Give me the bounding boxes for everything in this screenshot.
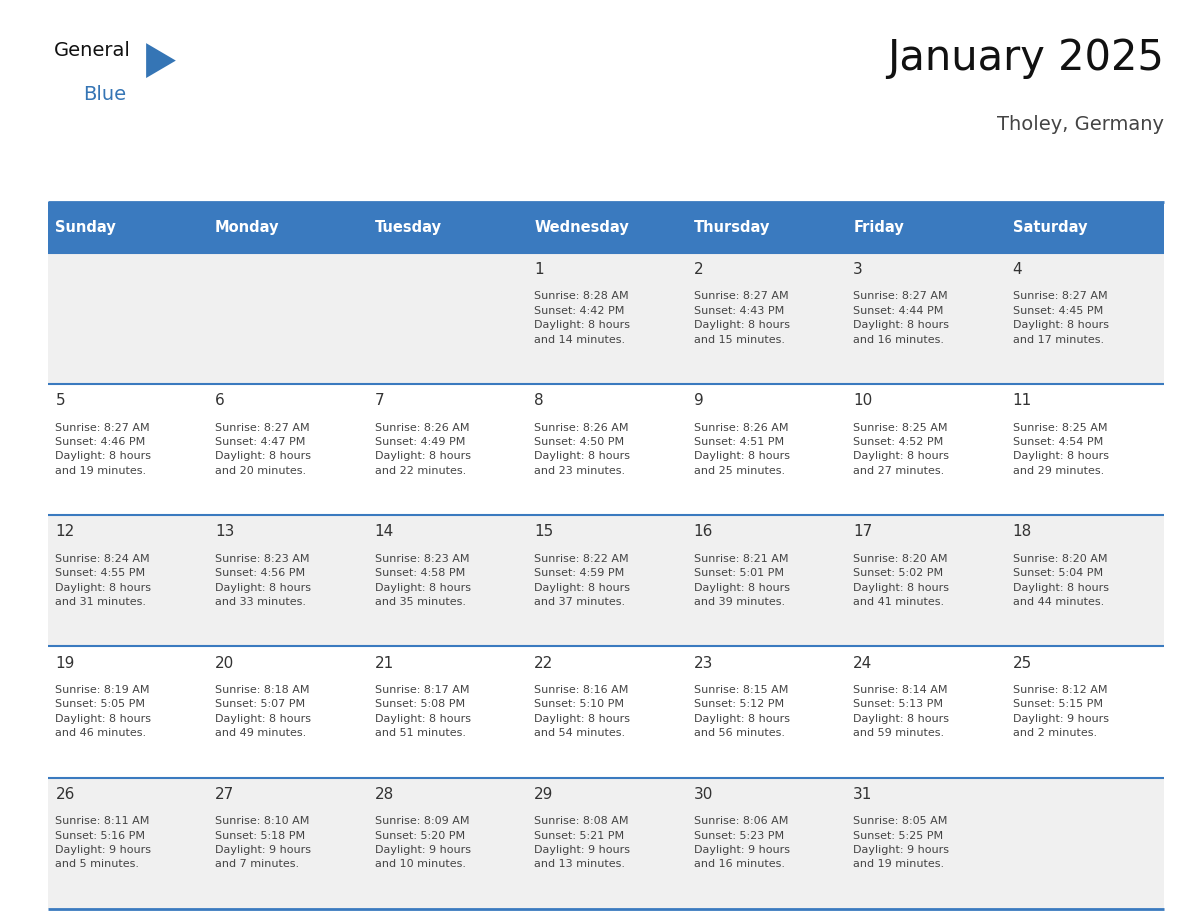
- Text: Sunrise: 8:10 AM
Sunset: 5:18 PM
Daylight: 9 hours
and 7 minutes.: Sunrise: 8:10 AM Sunset: 5:18 PM Dayligh…: [215, 816, 311, 869]
- Text: 18: 18: [1012, 524, 1032, 540]
- Text: 24: 24: [853, 655, 872, 671]
- Text: Sunrise: 8:28 AM
Sunset: 4:42 PM
Daylight: 8 hours
and 14 minutes.: Sunrise: 8:28 AM Sunset: 4:42 PM Dayligh…: [535, 291, 630, 344]
- Text: 10: 10: [853, 393, 872, 409]
- Text: Sunrise: 8:22 AM
Sunset: 4:59 PM
Daylight: 8 hours
and 37 minutes.: Sunrise: 8:22 AM Sunset: 4:59 PM Dayligh…: [535, 554, 630, 607]
- Text: Monday: Monday: [215, 220, 279, 235]
- Bar: [48, 384, 1164, 515]
- Text: 16: 16: [694, 524, 713, 540]
- Text: 25: 25: [1012, 655, 1032, 671]
- Bar: [48, 515, 1164, 646]
- Text: Sunrise: 8:11 AM
Sunset: 5:16 PM
Daylight: 9 hours
and 5 minutes.: Sunrise: 8:11 AM Sunset: 5:16 PM Dayligh…: [56, 816, 152, 869]
- Text: Sunday: Sunday: [56, 220, 116, 235]
- Text: 17: 17: [853, 524, 872, 540]
- Text: Sunrise: 8:26 AM
Sunset: 4:49 PM
Daylight: 8 hours
and 22 minutes.: Sunrise: 8:26 AM Sunset: 4:49 PM Dayligh…: [374, 422, 470, 476]
- Text: 13: 13: [215, 524, 234, 540]
- Text: Sunrise: 8:19 AM
Sunset: 5:05 PM
Daylight: 8 hours
and 46 minutes.: Sunrise: 8:19 AM Sunset: 5:05 PM Dayligh…: [56, 685, 152, 738]
- Text: Sunrise: 8:26 AM
Sunset: 4:50 PM
Daylight: 8 hours
and 23 minutes.: Sunrise: 8:26 AM Sunset: 4:50 PM Dayligh…: [535, 422, 630, 476]
- Text: 21: 21: [374, 655, 393, 671]
- Text: 23: 23: [694, 655, 713, 671]
- Text: Sunrise: 8:12 AM
Sunset: 5:15 PM
Daylight: 9 hours
and 2 minutes.: Sunrise: 8:12 AM Sunset: 5:15 PM Dayligh…: [1012, 685, 1108, 738]
- Text: 11: 11: [1012, 393, 1032, 409]
- Text: Sunrise: 8:20 AM
Sunset: 5:02 PM
Daylight: 8 hours
and 41 minutes.: Sunrise: 8:20 AM Sunset: 5:02 PM Dayligh…: [853, 554, 949, 607]
- Text: Sunrise: 8:25 AM
Sunset: 4:52 PM
Daylight: 8 hours
and 27 minutes.: Sunrise: 8:25 AM Sunset: 4:52 PM Dayligh…: [853, 422, 949, 476]
- Text: Friday: Friday: [853, 220, 904, 235]
- Text: 1: 1: [535, 262, 544, 277]
- Text: Sunrise: 8:27 AM
Sunset: 4:44 PM
Daylight: 8 hours
and 16 minutes.: Sunrise: 8:27 AM Sunset: 4:44 PM Dayligh…: [853, 291, 949, 344]
- Text: Sunrise: 8:08 AM
Sunset: 5:21 PM
Daylight: 9 hours
and 13 minutes.: Sunrise: 8:08 AM Sunset: 5:21 PM Dayligh…: [535, 816, 630, 869]
- Bar: [48, 202, 207, 252]
- Text: 27: 27: [215, 787, 234, 801]
- Text: Sunrise: 8:16 AM
Sunset: 5:10 PM
Daylight: 8 hours
and 54 minutes.: Sunrise: 8:16 AM Sunset: 5:10 PM Dayligh…: [535, 685, 630, 738]
- Text: Sunrise: 8:06 AM
Sunset: 5:23 PM
Daylight: 9 hours
and 16 minutes.: Sunrise: 8:06 AM Sunset: 5:23 PM Dayligh…: [694, 816, 790, 869]
- Text: 5: 5: [56, 393, 65, 409]
- Text: Sunrise: 8:15 AM
Sunset: 5:12 PM
Daylight: 8 hours
and 56 minutes.: Sunrise: 8:15 AM Sunset: 5:12 PM Dayligh…: [694, 685, 790, 738]
- Bar: [48, 778, 1164, 909]
- Text: Sunrise: 8:23 AM
Sunset: 4:58 PM
Daylight: 8 hours
and 35 minutes.: Sunrise: 8:23 AM Sunset: 4:58 PM Dayligh…: [374, 554, 470, 607]
- Bar: [48, 252, 1164, 384]
- Bar: [367, 202, 526, 252]
- Text: Thursday: Thursday: [694, 220, 770, 235]
- Bar: [1005, 202, 1164, 252]
- Text: Wednesday: Wednesday: [535, 220, 628, 235]
- Text: 31: 31: [853, 787, 872, 801]
- Text: Sunrise: 8:21 AM
Sunset: 5:01 PM
Daylight: 8 hours
and 39 minutes.: Sunrise: 8:21 AM Sunset: 5:01 PM Dayligh…: [694, 554, 790, 607]
- Text: Blue: Blue: [83, 85, 126, 105]
- Text: Tholey, Germany: Tholey, Germany: [997, 115, 1164, 134]
- Bar: [685, 202, 845, 252]
- Text: 2: 2: [694, 262, 703, 277]
- Text: Sunrise: 8:09 AM
Sunset: 5:20 PM
Daylight: 9 hours
and 10 minutes.: Sunrise: 8:09 AM Sunset: 5:20 PM Dayligh…: [374, 816, 470, 869]
- Text: Sunrise: 8:24 AM
Sunset: 4:55 PM
Daylight: 8 hours
and 31 minutes.: Sunrise: 8:24 AM Sunset: 4:55 PM Dayligh…: [56, 554, 152, 607]
- Text: 8: 8: [535, 393, 544, 409]
- Bar: [526, 202, 685, 252]
- Text: 3: 3: [853, 262, 862, 277]
- Text: 12: 12: [56, 524, 75, 540]
- Text: 28: 28: [374, 787, 393, 801]
- Text: Sunrise: 8:05 AM
Sunset: 5:25 PM
Daylight: 9 hours
and 19 minutes.: Sunrise: 8:05 AM Sunset: 5:25 PM Dayligh…: [853, 816, 949, 869]
- Text: 7: 7: [374, 393, 384, 409]
- Text: Sunrise: 8:26 AM
Sunset: 4:51 PM
Daylight: 8 hours
and 25 minutes.: Sunrise: 8:26 AM Sunset: 4:51 PM Dayligh…: [694, 422, 790, 476]
- Text: 4: 4: [1012, 262, 1023, 277]
- Text: Sunrise: 8:18 AM
Sunset: 5:07 PM
Daylight: 8 hours
and 49 minutes.: Sunrise: 8:18 AM Sunset: 5:07 PM Dayligh…: [215, 685, 311, 738]
- Text: 9: 9: [694, 393, 703, 409]
- Text: Sunrise: 8:25 AM
Sunset: 4:54 PM
Daylight: 8 hours
and 29 minutes.: Sunrise: 8:25 AM Sunset: 4:54 PM Dayligh…: [1012, 422, 1108, 476]
- Text: Sunrise: 8:27 AM
Sunset: 4:45 PM
Daylight: 8 hours
and 17 minutes.: Sunrise: 8:27 AM Sunset: 4:45 PM Dayligh…: [1012, 291, 1108, 344]
- Text: General: General: [53, 41, 131, 61]
- Text: Sunrise: 8:27 AM
Sunset: 4:46 PM
Daylight: 8 hours
and 19 minutes.: Sunrise: 8:27 AM Sunset: 4:46 PM Dayligh…: [56, 422, 152, 476]
- Text: 26: 26: [56, 787, 75, 801]
- Text: Sunrise: 8:27 AM
Sunset: 4:43 PM
Daylight: 8 hours
and 15 minutes.: Sunrise: 8:27 AM Sunset: 4:43 PM Dayligh…: [694, 291, 790, 344]
- Bar: [207, 202, 367, 252]
- Text: Saturday: Saturday: [1012, 220, 1087, 235]
- Text: Sunrise: 8:23 AM
Sunset: 4:56 PM
Daylight: 8 hours
and 33 minutes.: Sunrise: 8:23 AM Sunset: 4:56 PM Dayligh…: [215, 554, 311, 607]
- Text: Sunrise: 8:27 AM
Sunset: 4:47 PM
Daylight: 8 hours
and 20 minutes.: Sunrise: 8:27 AM Sunset: 4:47 PM Dayligh…: [215, 422, 311, 476]
- Text: 19: 19: [56, 655, 75, 671]
- Text: Sunrise: 8:20 AM
Sunset: 5:04 PM
Daylight: 8 hours
and 44 minutes.: Sunrise: 8:20 AM Sunset: 5:04 PM Dayligh…: [1012, 554, 1108, 607]
- Text: Tuesday: Tuesday: [374, 220, 442, 235]
- Bar: [845, 202, 1005, 252]
- Text: 30: 30: [694, 787, 713, 801]
- Text: 6: 6: [215, 393, 225, 409]
- Text: 22: 22: [535, 655, 554, 671]
- Bar: [48, 646, 1164, 778]
- Text: January 2025: January 2025: [887, 37, 1164, 79]
- Polygon shape: [146, 43, 176, 78]
- Text: Sunrise: 8:17 AM
Sunset: 5:08 PM
Daylight: 8 hours
and 51 minutes.: Sunrise: 8:17 AM Sunset: 5:08 PM Dayligh…: [374, 685, 470, 738]
- Text: 14: 14: [374, 524, 393, 540]
- Text: 20: 20: [215, 655, 234, 671]
- Text: Sunrise: 8:14 AM
Sunset: 5:13 PM
Daylight: 8 hours
and 59 minutes.: Sunrise: 8:14 AM Sunset: 5:13 PM Dayligh…: [853, 685, 949, 738]
- Text: 15: 15: [535, 524, 554, 540]
- Text: 29: 29: [535, 787, 554, 801]
